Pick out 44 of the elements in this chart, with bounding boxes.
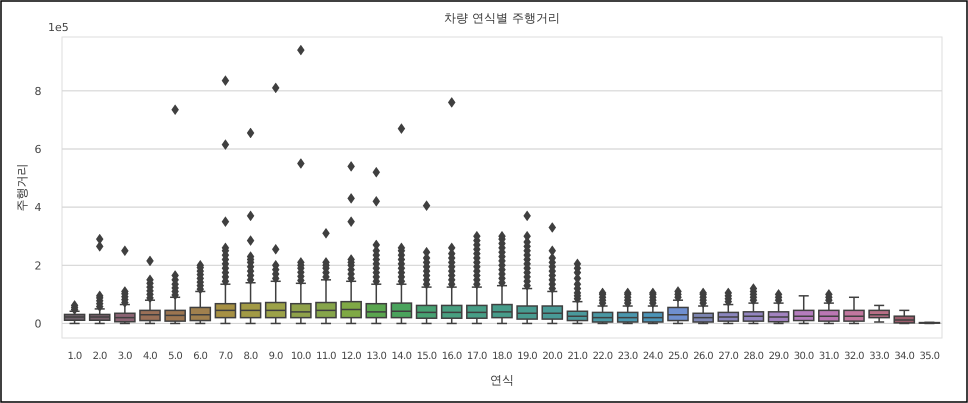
x-tick-label: 7.0 xyxy=(218,351,233,362)
x-tick-label: 8.0 xyxy=(244,351,258,362)
x-tick-label: 5.0 xyxy=(168,351,182,362)
x-tick-label: 35.0 xyxy=(919,351,940,362)
x-tick-label: 26.0 xyxy=(693,351,714,362)
x-tick-label: 19.0 xyxy=(517,351,538,362)
x-tick-label: 10.0 xyxy=(290,351,312,362)
x-tick-label: 27.0 xyxy=(718,351,738,362)
x-axis-title: 연식 xyxy=(490,373,514,387)
y-tick-label: 8 xyxy=(34,84,42,98)
y-tick-label: 2 xyxy=(34,259,42,272)
x-tick-label: 18.0 xyxy=(492,351,512,362)
x-tick-label: 6.0 xyxy=(193,351,208,362)
x-tick-label: 25.0 xyxy=(668,351,688,362)
x-tick-label: 24.0 xyxy=(642,351,664,362)
x-tick-label: 17.0 xyxy=(466,351,488,362)
y-tick-label: 4 xyxy=(34,201,42,214)
x-tick-label: 1.0 xyxy=(68,351,82,362)
x-tick-label: 30.0 xyxy=(794,351,814,362)
x-tick-label: 34.0 xyxy=(894,351,914,362)
x-tick-label: 11.0 xyxy=(316,351,336,362)
x-tick-label: 15.0 xyxy=(416,351,437,362)
x-tick-label: 29.0 xyxy=(768,351,789,362)
x-tick-label: 14.0 xyxy=(391,351,412,362)
y-axis-title: 주행거리 xyxy=(15,164,29,212)
x-tick-label: 12.0 xyxy=(341,351,362,362)
y-tick-label: 0 xyxy=(34,317,42,330)
chart-title: 차량 연식별 주행거리 xyxy=(444,11,560,25)
x-tick-label: 20.0 xyxy=(542,351,562,362)
x-tick-label: 23.0 xyxy=(618,351,638,362)
y-tick-label: 6 xyxy=(34,142,42,156)
x-tick-label: 16.0 xyxy=(442,351,462,362)
x-tick-label: 22.0 xyxy=(592,351,613,362)
x-tick-label: 2.0 xyxy=(92,351,107,362)
x-tick-label: 31.0 xyxy=(818,351,840,362)
x-tick-label: 13.0 xyxy=(366,351,386,362)
text: 1e5 xyxy=(48,21,69,34)
x-tick-label: 9.0 xyxy=(268,351,283,362)
x-tick-label: 21.0 xyxy=(567,351,588,362)
x-tick-label: 4.0 xyxy=(142,351,158,362)
x-tick-label: 32.0 xyxy=(844,351,864,362)
x-tick-label: 33.0 xyxy=(869,351,890,362)
x-tick-label: 3.0 xyxy=(118,351,132,362)
x-tick-label: 28.0 xyxy=(743,351,764,362)
